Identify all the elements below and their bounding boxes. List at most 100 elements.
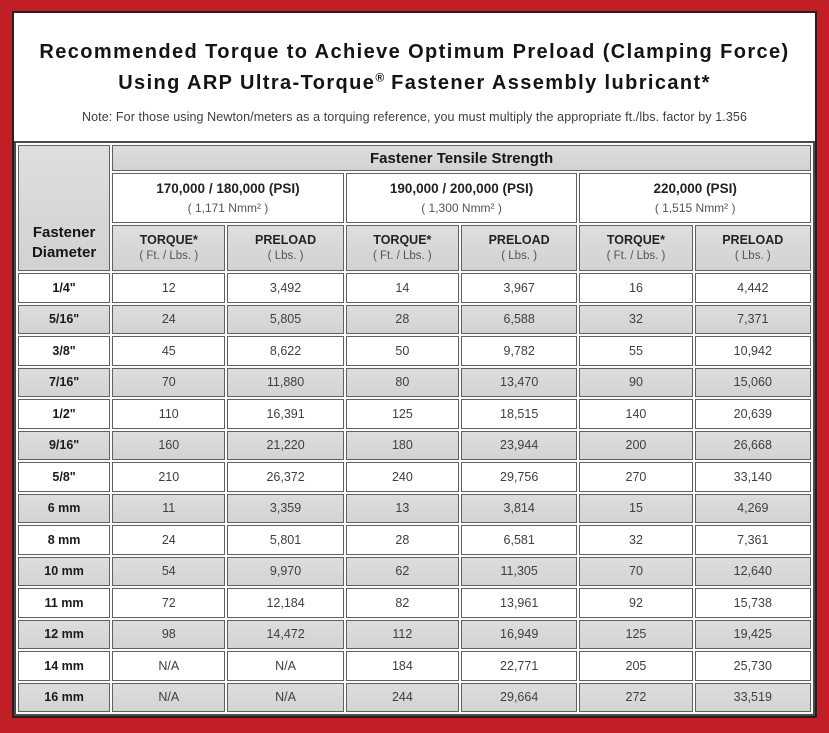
- torque-preload-header-row: TORQUE* ( Ft. / Lbs. ) PRELOAD ( Lbs. ) …: [18, 225, 811, 271]
- torque-value: 200: [579, 430, 693, 460]
- preload-value: 7,361: [694, 525, 811, 555]
- preload-value: 14,472: [227, 619, 344, 649]
- torque-value: 32: [579, 525, 693, 555]
- fastener-diameter-label: 5/16": [18, 304, 111, 334]
- torque-value: 11: [112, 493, 226, 523]
- torque-value: 55: [579, 336, 693, 366]
- preload-value: 33,140: [694, 462, 811, 492]
- preload-value: 20,639: [694, 399, 811, 429]
- preload-value: 6,588: [460, 304, 578, 334]
- strength-group-1: 170,000 / 180,000 (PSI) ( 1,171 Nmm² ): [112, 173, 344, 223]
- torque-column-header: TORQUE* ( Ft. / Lbs. ): [112, 225, 226, 271]
- torque-value: 28: [345, 304, 459, 334]
- torque-value: 50: [345, 336, 459, 366]
- preload-value: 3,492: [227, 273, 344, 303]
- table-row: 14 mm N/A N/A 184 22,771 205 25,730: [18, 651, 811, 681]
- torque-value: 98: [112, 619, 226, 649]
- torque-value: 62: [345, 556, 459, 586]
- preload-value: 13,470: [460, 367, 578, 397]
- table-row: 6 mm 11 3,359 13 3,814 15 4,269: [18, 493, 811, 523]
- psi-rating: 220,000 (PSI): [653, 181, 737, 197]
- fastener-diameter-label: 3/8": [18, 336, 111, 366]
- preload-value: 3,967: [460, 273, 578, 303]
- preload-value: 6,581: [460, 525, 578, 555]
- nmm-rating: ( 1,171 Nmm² ): [187, 200, 269, 215]
- note-text: Note: For those using Newton/meters as a…: [81, 110, 747, 124]
- torque-value: 180: [345, 430, 459, 460]
- torque-value: 92: [579, 588, 693, 618]
- torque-value: 110: [112, 399, 226, 429]
- preload-value: 22,771: [460, 651, 578, 681]
- strength-group-3: 220,000 (PSI) ( 1,515 Nmm² ): [579, 173, 811, 223]
- torque-value: 70: [112, 367, 226, 397]
- torque-value: 125: [579, 619, 693, 649]
- preload-value: 29,664: [460, 682, 578, 712]
- torque-value: 90: [579, 367, 693, 397]
- preload-column-header: PRELOAD ( Lbs. ): [227, 225, 344, 271]
- fastener-diameter-label: 5/8": [18, 462, 111, 492]
- document-header: Recommended Torque to Achieve Optimum Pr…: [14, 13, 815, 141]
- fastener-diameter-label: 12 mm: [18, 619, 111, 649]
- table-row: 3/8" 45 8,622 50 9,782 55 10,942: [18, 336, 811, 366]
- torque-value: 184: [345, 651, 459, 681]
- preload-value: 33,519: [694, 682, 811, 712]
- page-title: Recommended Torque to Achieve Optimum Pr…: [14, 37, 815, 99]
- nmm-rating: ( 1,515 Nmm² ): [654, 200, 736, 215]
- preload-value: 4,269: [694, 493, 811, 523]
- torque-value: 82: [345, 588, 459, 618]
- preload-value: 3,359: [227, 493, 344, 523]
- preload-value: 5,805: [227, 304, 344, 334]
- table-row: 7/16" 70 11,880 80 13,470 90 15,060: [18, 367, 811, 397]
- preload-value: 16,949: [460, 619, 578, 649]
- preload-value: 26,372: [227, 462, 344, 492]
- fastener-diameter-label: 8 mm: [18, 525, 111, 555]
- table-row: 16 mm N/A N/A 244 29,664 272 33,519: [18, 682, 811, 712]
- preload-value: 11,305: [460, 556, 578, 586]
- fastener-diameter-label: 1/2": [18, 399, 111, 429]
- preload-value: 18,515: [460, 399, 578, 429]
- preload-value: 23,944: [460, 430, 578, 460]
- table-row: 5/8" 210 26,372 240 29,756 270 33,140: [18, 462, 811, 492]
- torque-value: 210: [112, 462, 226, 492]
- fastener-diameter-label: 10 mm: [18, 556, 111, 586]
- preload-value: 16,391: [227, 399, 344, 429]
- torque-value: 112: [345, 619, 459, 649]
- fastener-diameter-header: Fastener Diameter: [18, 145, 111, 271]
- torque-value: 13: [345, 493, 459, 523]
- preload-value: 21,220: [227, 430, 344, 460]
- preload-value: 12,184: [227, 588, 344, 618]
- psi-rating: 190,000 / 200,000 (PSI): [389, 181, 534, 197]
- torque-column-header: TORQUE* ( Ft. / Lbs. ): [345, 225, 459, 271]
- torque-value: N/A: [112, 651, 226, 681]
- torque-value: 240: [345, 462, 459, 492]
- strength-group-2: 190,000 / 200,000 (PSI) ( 1,300 Nmm² ): [345, 173, 578, 223]
- torque-value: 80: [345, 367, 459, 397]
- tensile-strength-header: Fastener Tensile Strength: [112, 145, 811, 171]
- torque-value: 54: [112, 556, 226, 586]
- torque-value: 160: [112, 430, 226, 460]
- torque-value: 12: [112, 273, 226, 303]
- torque-table: Fastener Diameter Fastener Tensile Stren…: [14, 141, 815, 716]
- torque-value: 70: [579, 556, 693, 586]
- torque-value: 140: [579, 399, 693, 429]
- preload-value: 11,880: [227, 367, 344, 397]
- preload-value: 15,060: [694, 367, 811, 397]
- table-row: 8 mm 24 5,801 28 6,581 32 7,361: [18, 525, 811, 555]
- preload-value: 7,371: [694, 304, 811, 334]
- torque-value: 270: [579, 462, 693, 492]
- preload-value: 15,738: [694, 588, 811, 618]
- table-row: 1/2" 110 16,391 125 18,515 140 20,639: [18, 399, 811, 429]
- preload-value: 29,756: [460, 462, 578, 492]
- torque-value: 15: [579, 493, 693, 523]
- torque-value: 244: [345, 682, 459, 712]
- fastener-diameter-label: 6 mm: [18, 493, 111, 523]
- fastener-diameter-label: 1/4": [18, 273, 111, 303]
- table-row: 11 mm 72 12,184 82 13,961 92 15,738: [18, 588, 811, 618]
- fastener-diameter-label: 11 mm: [18, 588, 111, 618]
- torque-value: 28: [345, 525, 459, 555]
- nmm-rating: ( 1,300 Nmm² ): [421, 200, 502, 215]
- fastener-diameter-label: 7/16": [18, 367, 111, 397]
- preload-value: 10,942: [694, 336, 811, 366]
- content-panel: Recommended Torque to Achieve Optimum Pr…: [12, 11, 817, 718]
